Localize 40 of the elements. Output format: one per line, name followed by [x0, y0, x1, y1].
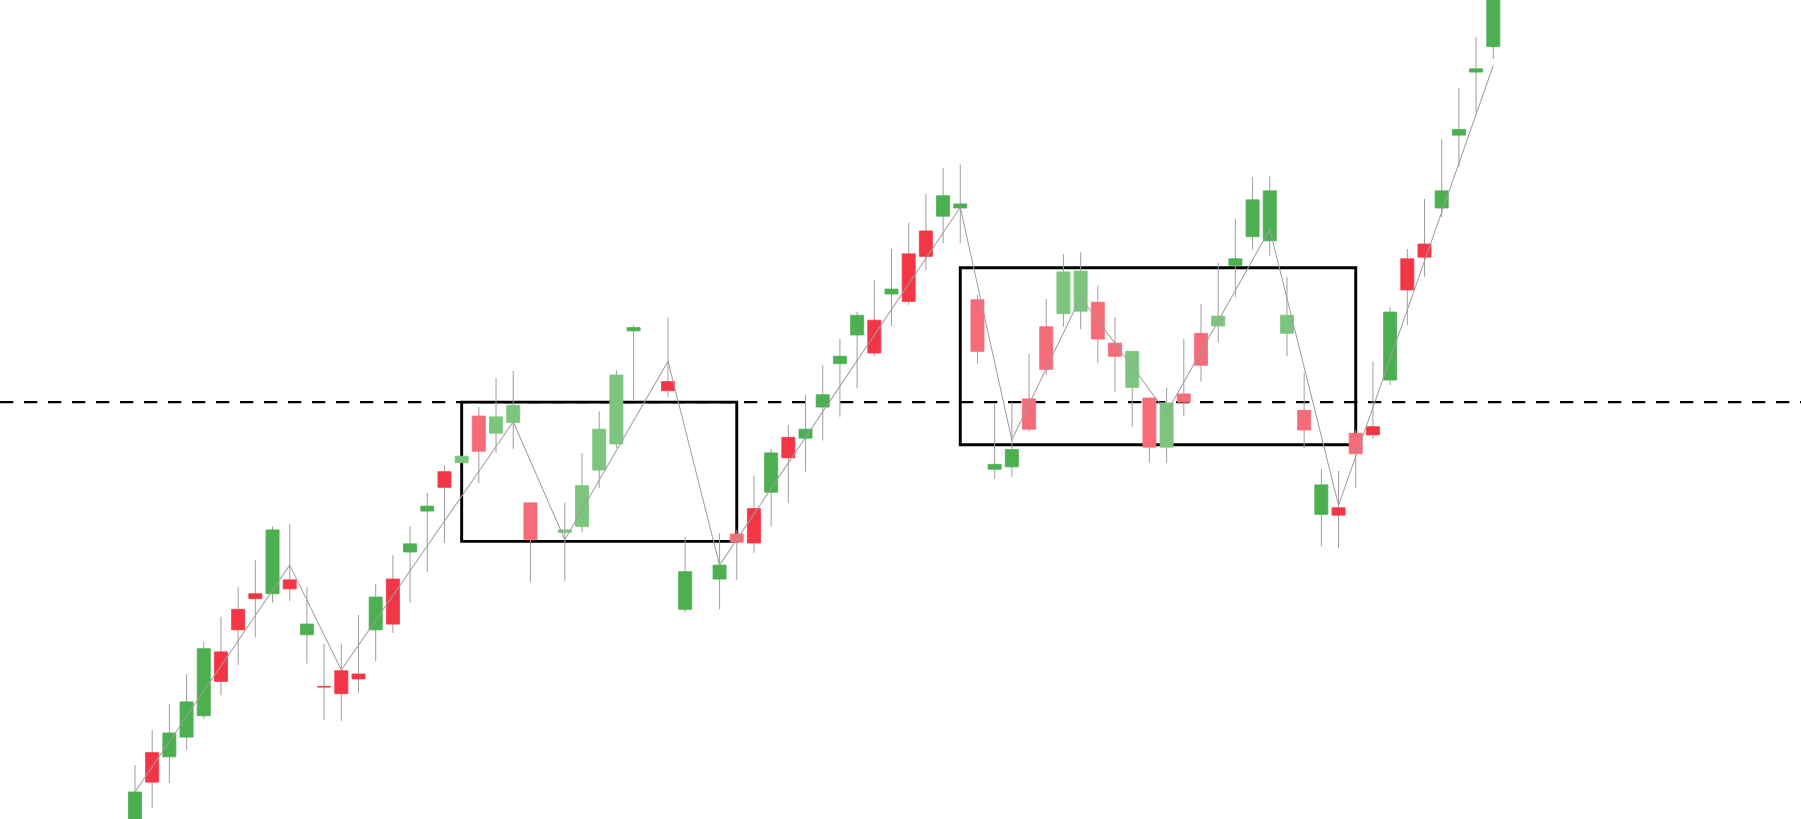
candlestick: [815, 364, 830, 442]
candlestick: [1280, 276, 1294, 357]
candlestick: [712, 532, 727, 610]
candlestick: [1365, 360, 1380, 440]
candlestick: [1176, 338, 1191, 417]
candlestick: [953, 164, 968, 244]
candlestick: [334, 643, 349, 722]
candlestick: [729, 529, 744, 581]
candlestick: [1417, 198, 1432, 278]
candlestick: [1228, 218, 1243, 298]
candlestick: [557, 502, 572, 582]
candlestick: [884, 248, 899, 327]
candlestick: [781, 424, 796, 504]
candlestick: [832, 338, 847, 418]
candlestick: [987, 402, 1002, 480]
candlestick: [351, 614, 366, 694]
candlestick: [317, 643, 332, 721]
candlestick: [1348, 429, 1363, 489]
candlestick: [1331, 470, 1346, 549]
candlestick: [1451, 87, 1466, 168]
candlestick: [231, 586, 246, 666]
candlestick: [403, 526, 418, 604]
candlestick: [1211, 262, 1226, 343]
candlestick: [1004, 401, 1019, 478]
candlestick: [798, 394, 813, 473]
candlestick: [850, 311, 865, 389]
candlestick: [1434, 138, 1449, 218]
candlestick: [506, 370, 521, 450]
candlestick: [661, 317, 675, 398]
candlestick: [1108, 316, 1122, 393]
candlestick: [936, 167, 951, 244]
candlestick: [162, 703, 177, 784]
candlestick: [489, 377, 503, 454]
candlestick: [1297, 372, 1312, 449]
candlestick: [626, 324, 641, 401]
candlestick: [437, 464, 452, 544]
candlestick: [420, 492, 435, 573]
candlestick: [248, 559, 263, 638]
candlestick: [282, 523, 297, 602]
candlestick: [299, 586, 314, 664]
